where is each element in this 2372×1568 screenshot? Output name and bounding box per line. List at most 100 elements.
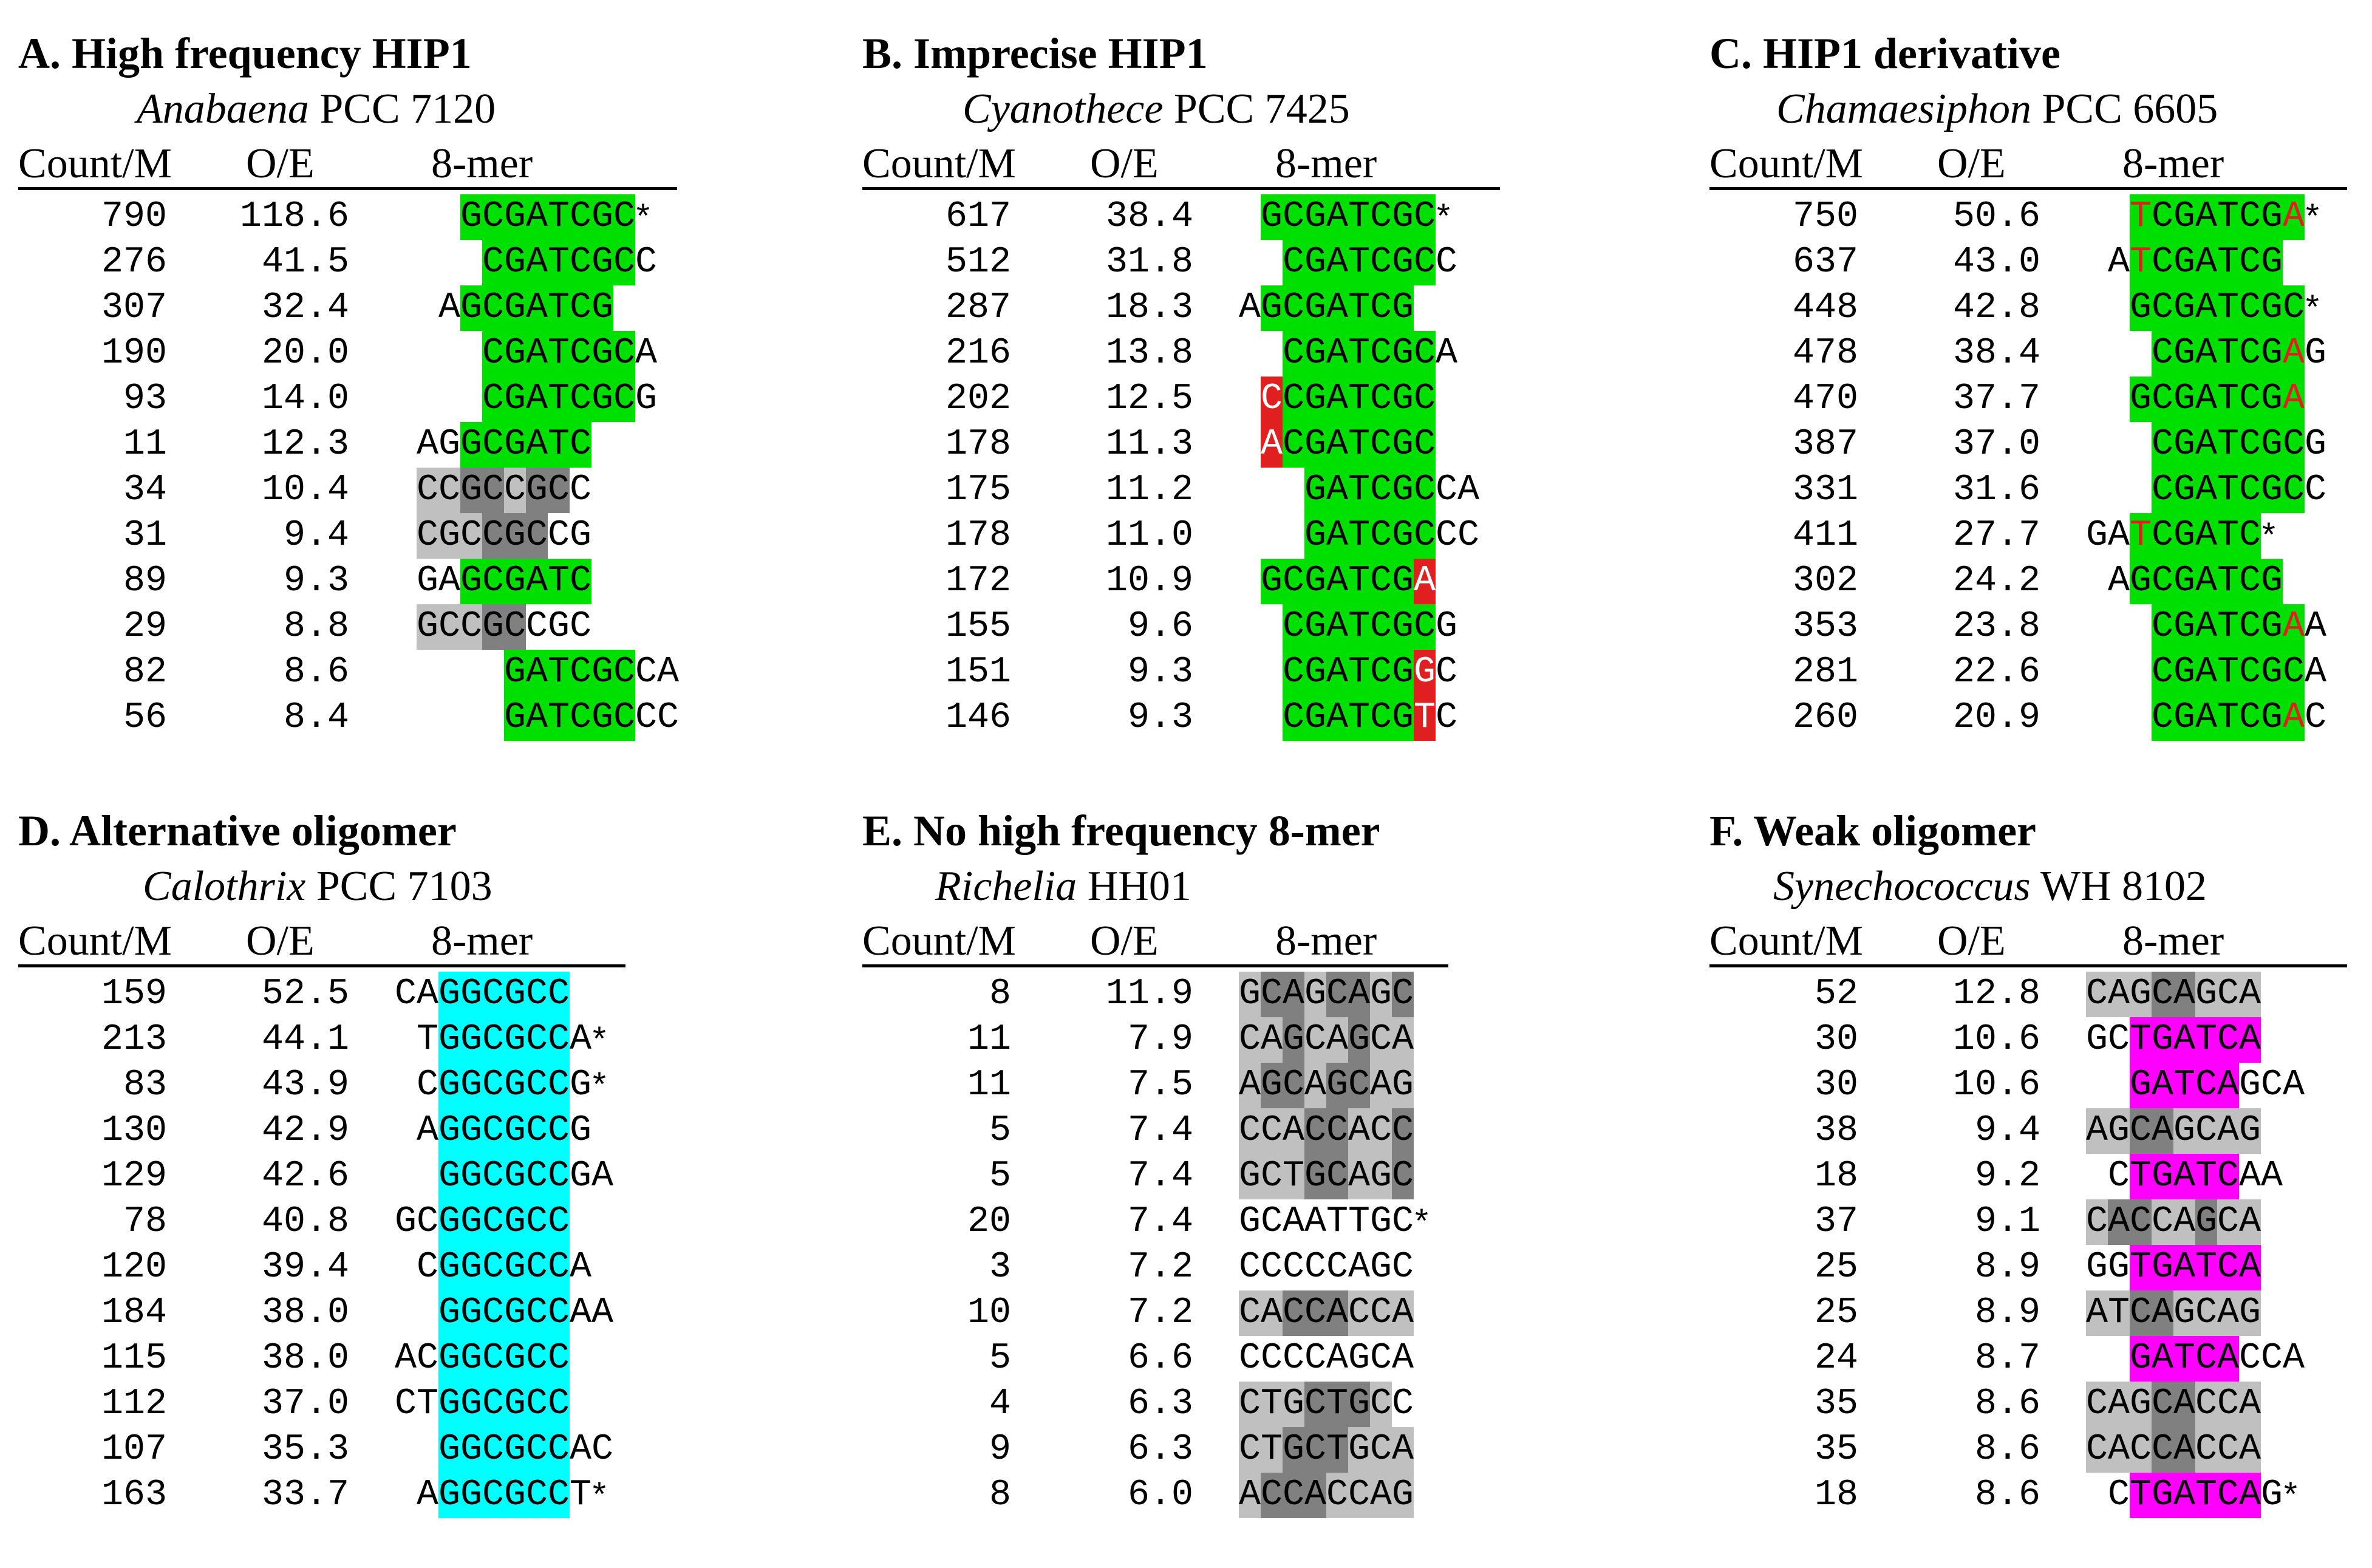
kmer-base: A [570,1019,592,1060]
kmer-base: C [2195,1382,2217,1427]
kmer-base: A [2239,1245,2261,1290]
kmer-base: C [1370,468,1392,513]
count-value: 750 [1792,196,1858,237]
kmer-base: G [2195,1199,2217,1245]
oe-value: 9.6 [1127,606,1193,647]
star-icon: * [1437,196,1450,234]
kmer-base: T [2130,1154,2152,1199]
count-value: 411 [1792,515,1858,556]
kmer-base: C [526,1063,548,1108]
kmer-sequence: GATCACCA [2130,1336,2305,1382]
kmer-base: G [504,1063,526,1108]
table-row: 190 20.0 CGATCGCA [18,331,808,377]
kmer-base: C [482,1063,504,1108]
kmer-base: G [1392,650,1414,695]
count-value: 478 [1792,333,1858,374]
organism-genus: Chamaesiphon [1776,86,2031,132]
oe-value: 10.6 [1952,1019,2040,1060]
oe-value: 10.4 [261,469,349,511]
kmer-base: G [1239,1154,1261,1199]
kmer-base: G [460,285,482,331]
kmer-base: G [438,1063,460,1108]
oe-value: 6.3 [1127,1383,1193,1425]
kmer-base: C [1370,377,1392,422]
count-value: 25 [1814,1292,1858,1334]
kmer-base: A [2173,1473,2195,1518]
kmer-base: C [2152,1199,2173,1245]
kmer-base: C [1283,559,1304,604]
kmer-base: A [526,240,548,285]
table-row: 637 43.0 ATCGATCG [1709,240,2372,285]
kmer-base: G [2261,331,2283,377]
kmer-base: G [504,650,526,695]
kmer-base: C [526,972,548,1017]
kmer-base: C [2152,559,2173,604]
kmer-base: G [1304,513,1326,559]
table-row: 11 7.5 AGCAGCAG [862,1063,1652,1108]
kmer-base: A [2195,331,2217,377]
kmer-base: C [526,513,548,559]
kmer-base: G [1348,1427,1370,1473]
kmer-base: T [2217,650,2239,695]
kmer-base: A [2152,1336,2173,1382]
oe-value: 7.9 [1127,1019,1193,1060]
kmer-base: C [1283,1063,1304,1108]
table-row: 35 8.6 CACCACCA [1709,1427,2372,1473]
kmer-base: G [504,1336,526,1382]
header-count: Count/M [1709,140,1863,187]
kmer-base: C [548,1108,570,1154]
oe-value: 7.2 [1127,1292,1193,1334]
kmer-base: G [1283,1382,1304,1427]
kmer-base: C [1348,1473,1370,1518]
kmer-base: C [1239,1017,1261,1063]
kmer-base: G [1392,695,1414,741]
kmer-base: T [548,331,570,377]
kmer-base: G [2173,650,2195,695]
kmer-base: G [2130,972,2152,1017]
kmer-base: C [2152,468,2173,513]
kmer-base: G [460,1017,482,1063]
kmer-base: C [1326,1154,1348,1199]
kmer-base: C [526,1017,548,1063]
kmer-base: G [1392,1063,1414,1108]
header-8mer: 8-mer [1275,918,1377,964]
kmer-base: C [1370,695,1392,741]
kmer-base: G [1392,422,1414,468]
kmer-base: C [1283,1247,1305,1288]
organism-name: Calothrix PCC 7103 [143,857,492,916]
kmer-base: C [417,513,438,559]
kmer-base: G [504,1154,526,1199]
kmer-base: G [1239,972,1261,1017]
kmer-base: C [2217,1017,2239,1063]
kmer-sequence: CCACCACC [1239,1108,1414,1154]
kmer-base: C [548,1427,570,1473]
kmer-base: G [1392,559,1414,604]
oe-value: 31.8 [1105,242,1193,283]
kmer-base: G [591,240,613,285]
kmer-base: T [548,377,570,422]
kmer-base: C [1304,1108,1326,1154]
table-row: 260 20.9 CGATCGAC [1709,695,2372,741]
table-row: 478 38.4 CGATCGAG [1709,331,2372,377]
table-row: 107 35.3 GGCGCCAC [18,1427,808,1473]
kmer-base: A [2239,1199,2261,1245]
kmer-sequence: CAGCAGCA [1239,1017,1414,1063]
kmer-base: C [1261,972,1283,1017]
kmer-base: C [2130,1199,2152,1245]
kmer-base: A [2195,604,2217,650]
kmer-base: G [504,1290,526,1336]
count-value: 34 [123,469,167,511]
kmer-base: C [2130,1290,2152,1336]
kmer-base: C [460,604,482,650]
kmer-base: C [2108,1474,2130,1516]
kmer-base: C [2239,285,2261,331]
kmer-base: C [2217,972,2239,1017]
kmer-base: A [1348,1247,1371,1288]
kmer-base: A [2239,1382,2261,1427]
kmer-base: C [482,1473,504,1518]
kmer-base: C [526,1290,548,1336]
oe-value: 31.6 [1952,469,2040,511]
kmer-base: G [438,1382,460,1427]
kmer-sequence: CTGCTGCC [1239,1382,1414,1427]
kmer-base: G [1304,331,1326,377]
